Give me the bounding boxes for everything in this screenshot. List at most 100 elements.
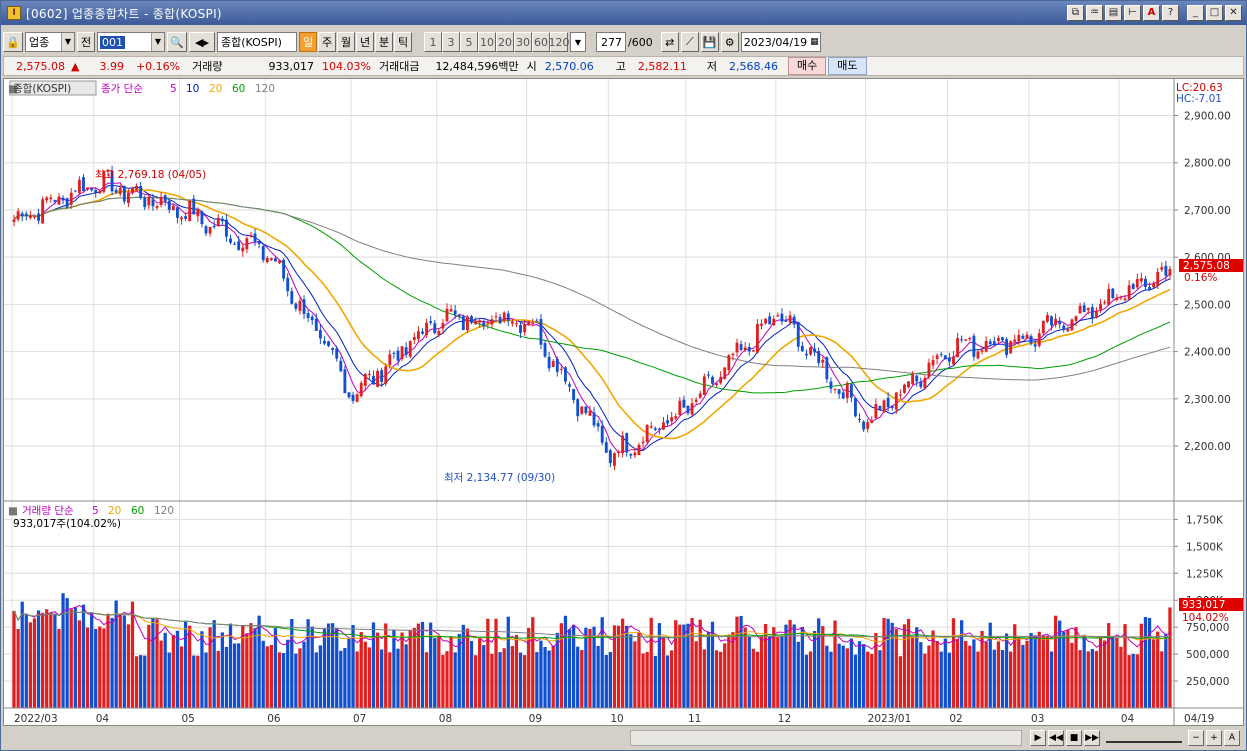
volume-bar bbox=[351, 624, 355, 708]
candle-body bbox=[952, 356, 955, 365]
candle-body bbox=[274, 258, 277, 262]
play-icon[interactable]: ▶ bbox=[1030, 730, 1046, 746]
chart-area[interactable]: 2,900.00 2,800.00 2,700.00 2,600.00 2,500.00… bbox=[3, 78, 1244, 726]
minute-button-60[interactable]: 60 bbox=[532, 32, 550, 52]
candle-body bbox=[890, 406, 894, 408]
settings-icon[interactable]: ♒ bbox=[1086, 5, 1103, 21]
stop-icon[interactable]: ■ bbox=[1066, 730, 1082, 746]
minimize-icon[interactable]: _ bbox=[1187, 5, 1204, 21]
minute-button-5[interactable]: 5 bbox=[460, 32, 478, 52]
speaker-icon[interactable]: ◀▸ bbox=[189, 32, 215, 52]
candle-body bbox=[122, 186, 126, 202]
volume-bar bbox=[776, 637, 780, 708]
alert-icon[interactable]: A bbox=[1143, 5, 1160, 21]
volume-bar bbox=[625, 625, 629, 708]
volume-bar bbox=[36, 610, 41, 708]
minute-button-1[interactable]: 1 bbox=[424, 32, 442, 52]
help-icon[interactable]: ? bbox=[1162, 5, 1179, 21]
volume-bar bbox=[212, 620, 216, 708]
candle-body bbox=[1037, 333, 1041, 347]
period-tab-4[interactable]: 분 bbox=[375, 32, 393, 52]
chart-svg[interactable]: 2,900.00 2,800.00 2,700.00 2,600.00 2,500.00… bbox=[4, 79, 1243, 725]
font-size-icon[interactable]: A bbox=[1224, 730, 1240, 746]
fast-forward-icon[interactable]: ▶▶ bbox=[1084, 730, 1100, 746]
candle-body bbox=[347, 392, 351, 398]
candle-body bbox=[809, 347, 812, 355]
minute-button-120[interactable]: 120 bbox=[549, 32, 570, 52]
minute-button-30[interactable]: 30 bbox=[514, 32, 532, 52]
rewind-icon[interactable]: ◀◀ bbox=[1048, 730, 1064, 746]
minute-dropdown-icon[interactable]: ▼ bbox=[570, 32, 586, 52]
maximize-icon[interactable]: □ bbox=[1206, 5, 1223, 21]
volume-bar bbox=[408, 629, 412, 708]
period-tab-5[interactable]: 틱 bbox=[394, 32, 412, 52]
volume-bar bbox=[429, 622, 433, 708]
volume-bar bbox=[1078, 650, 1082, 708]
volume-bar bbox=[363, 641, 367, 708]
volume-ma-legend-5: 5 bbox=[92, 505, 99, 517]
period-tab-3[interactable]: 년 bbox=[356, 32, 374, 52]
volume-bar bbox=[380, 649, 384, 708]
current-volume-pct-text: 104.02% bbox=[1182, 612, 1229, 624]
candle-body bbox=[1144, 278, 1147, 287]
zoom-slider[interactable] bbox=[1106, 733, 1182, 743]
candle-body bbox=[637, 444, 641, 456]
volume-bar bbox=[445, 651, 449, 708]
volume-bar bbox=[637, 632, 641, 708]
price-tick-label: 2,500.00 bbox=[1184, 299, 1231, 311]
volume-bar bbox=[645, 651, 649, 708]
count-input[interactable]: 277 bbox=[596, 32, 626, 52]
link-icon[interactable]: ⧉ bbox=[1067, 5, 1084, 21]
volume-bar bbox=[490, 653, 494, 708]
sell-button[interactable]: 매도 bbox=[828, 57, 867, 75]
candle-body bbox=[82, 177, 85, 191]
candle-body bbox=[212, 225, 216, 228]
line-tool-icon[interactable]: ⟋ bbox=[680, 32, 699, 52]
calendar-icon[interactable]: ▦ bbox=[810, 37, 819, 47]
candle-body bbox=[457, 315, 461, 317]
volume-bar bbox=[359, 632, 363, 708]
volume-bar bbox=[1074, 627, 1078, 708]
volume-bar bbox=[649, 617, 653, 708]
volume-bar bbox=[759, 635, 764, 708]
minute-button-3[interactable]: 3 bbox=[442, 32, 460, 52]
candle-body bbox=[592, 412, 596, 426]
minute-button-20[interactable]: 20 bbox=[496, 32, 514, 52]
candle-body bbox=[490, 319, 494, 325]
candle-body bbox=[404, 347, 408, 355]
pin-icon[interactable]: ⊢ bbox=[1124, 5, 1141, 21]
prev-button[interactable]: 전 bbox=[77, 32, 95, 52]
volume-bar bbox=[45, 609, 49, 708]
volume-bar bbox=[494, 618, 498, 708]
volume-bar bbox=[657, 623, 662, 708]
volume-bar bbox=[886, 618, 890, 708]
candle-body bbox=[474, 320, 478, 325]
candle-body bbox=[245, 238, 249, 250]
volume-bar bbox=[984, 641, 988, 708]
date-input[interactable]: 2023/04/19 ▦ bbox=[740, 32, 821, 52]
candle-body bbox=[555, 358, 559, 372]
candle-body bbox=[715, 383, 719, 386]
horizontal-scrollbar[interactable] bbox=[630, 730, 1022, 746]
period-tab-1[interactable]: 주 bbox=[318, 32, 336, 52]
lock-icon[interactable]: 🔒 bbox=[3, 32, 23, 52]
save-icon[interactable]: 💾 bbox=[700, 32, 719, 52]
zoom-out-icon[interactable]: − bbox=[1188, 730, 1204, 746]
zoom-in-icon[interactable]: + bbox=[1206, 730, 1222, 746]
candle-body bbox=[515, 323, 518, 325]
period-tab-2[interactable]: 월 bbox=[337, 32, 355, 52]
swap-icon[interactable]: ⇄ bbox=[660, 32, 679, 52]
gear-icon[interactable]: ⚙ bbox=[720, 32, 739, 52]
volume-bar bbox=[629, 634, 633, 708]
volume-bar bbox=[392, 630, 396, 708]
buy-button[interactable]: 매수 bbox=[788, 57, 827, 75]
print-icon[interactable]: ▤ bbox=[1105, 5, 1122, 21]
market-select[interactable]: 업종 ▼ bbox=[25, 32, 75, 52]
period-tab-0[interactable]: 일 bbox=[299, 32, 317, 52]
close-icon[interactable]: ✕ bbox=[1225, 5, 1242, 21]
search-icon[interactable]: 🔍 bbox=[167, 32, 187, 52]
candle-body bbox=[1139, 278, 1143, 282]
code-input[interactable]: 001 ▼ bbox=[97, 32, 165, 52]
minute-button-10[interactable]: 10 bbox=[478, 32, 496, 52]
